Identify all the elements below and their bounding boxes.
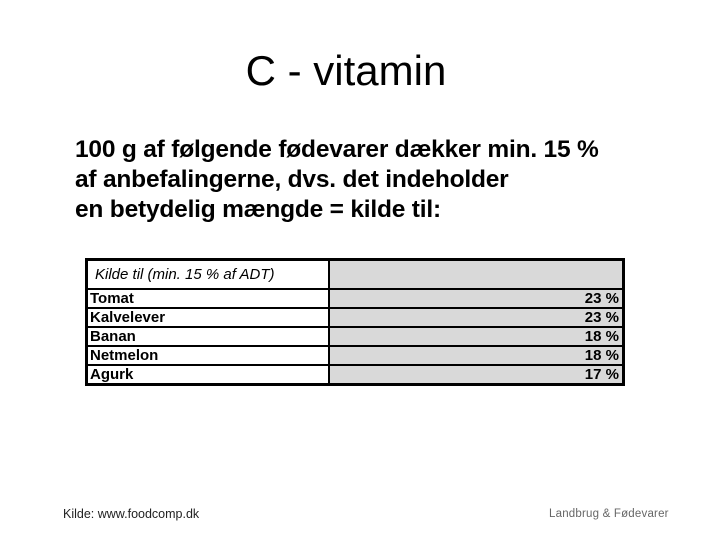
food-name-cell: Tomat xyxy=(85,288,330,309)
table-header-label: Kilde til (min. 15 % af ADT) xyxy=(85,258,330,290)
percent-value-cell: 23 % xyxy=(327,307,625,328)
percent-value-cell: 23 % xyxy=(327,288,625,309)
body-text-line: 100 g af følgende fødevarer dækker min. … xyxy=(75,136,599,163)
nutrition-table: Kilde til (min. 15 % af ADT) Tomat 23 % … xyxy=(85,258,625,386)
table-row: Netmelon 18 % xyxy=(85,345,625,366)
table-row: Kalvelever 23 % xyxy=(85,307,625,328)
food-name-cell: Agurk xyxy=(85,364,330,386)
percent-value-cell: 17 % xyxy=(327,364,625,386)
table-row: Tomat 23 % xyxy=(85,288,625,309)
footer-source: Kilde: www.foodcomp.dk xyxy=(63,507,200,521)
table-row: Agurk 17 % xyxy=(85,364,625,386)
food-name-cell: Netmelon xyxy=(85,345,330,366)
percent-value-cell: 18 % xyxy=(327,326,625,347)
body-text-line: en betydelig mængde = kilde til: xyxy=(75,196,441,223)
percent-value-cell: 18 % xyxy=(327,345,625,366)
value-column-header-cell xyxy=(327,258,625,290)
logo-text: Landbrug & Fødevarer xyxy=(549,508,669,520)
table-row: Banan 18 % xyxy=(85,326,625,347)
slide-title: C - vitamin xyxy=(245,47,447,94)
body-paragraph: 100 g af følgende fødevarer dækker min. … xyxy=(75,135,675,225)
food-name-cell: Banan xyxy=(85,326,330,347)
table-header-row: Kilde til (min. 15 % af ADT) xyxy=(85,258,625,290)
food-name-cell: Kalvelever xyxy=(85,307,330,328)
body-text-line: af anbefalingerne, dvs. det indeholder xyxy=(75,166,509,193)
